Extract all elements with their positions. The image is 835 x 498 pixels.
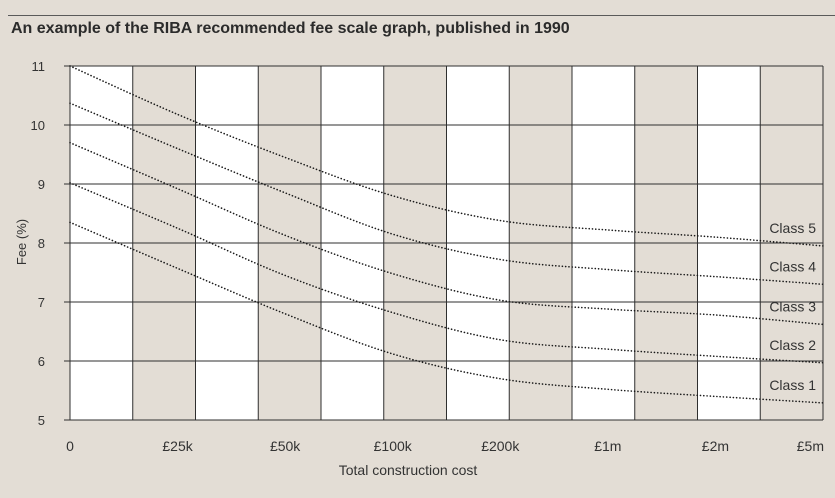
y-tick-label: 5: [38, 413, 45, 428]
x-tick-label: £25k: [162, 438, 193, 454]
horizontal-gridlines: [64, 65, 823, 421]
x-axis-label: Total construction cost: [339, 462, 478, 478]
y-tick-label: 6: [38, 354, 45, 369]
chart-title: An example of the RIBA recommended fee s…: [11, 20, 570, 37]
series-lines: [69, 65, 824, 404]
y-tick-label: 8: [38, 236, 45, 251]
x-tick-label: £1m: [594, 438, 621, 454]
series-line: [69, 221, 824, 404]
series-label: Class 5: [769, 220, 816, 236]
series-label: Class 4: [769, 258, 816, 274]
series-line: [69, 65, 824, 247]
series-label: Class 1: [769, 377, 816, 393]
y-tick-label: 11: [32, 59, 46, 74]
y-tick-label: 9: [38, 177, 45, 192]
series-label: Class 2: [769, 337, 816, 353]
vertical-gridlines: [69, 66, 824, 420]
series-line: [69, 102, 824, 286]
x-tick-label: £50k: [270, 438, 301, 454]
series-line: [69, 182, 824, 364]
series-label: Class 3: [769, 298, 816, 314]
y-tick-label: 10: [31, 118, 45, 133]
top-rule: [8, 15, 835, 16]
x-tick-label: 0: [66, 438, 74, 454]
x-tick-labels: 0 £25k £50k £100k £200k £1m £2m £5m: [66, 438, 824, 454]
series-line: [69, 141, 824, 326]
x-tick-label: £5m: [797, 438, 824, 454]
y-tick-label: 7: [38, 295, 45, 310]
x-tick-label: £200k: [481, 438, 520, 454]
y-axis-label: Fee (%): [14, 219, 29, 265]
x-tick-label: £2m: [702, 438, 729, 454]
series-labels: Class 5 Class 4 Class 3 Class 2 Class 1: [769, 220, 816, 393]
x-tick-label: £100k: [374, 438, 413, 454]
y-tick-labels: 5 6 7 8 9 10 11: [31, 59, 45, 428]
